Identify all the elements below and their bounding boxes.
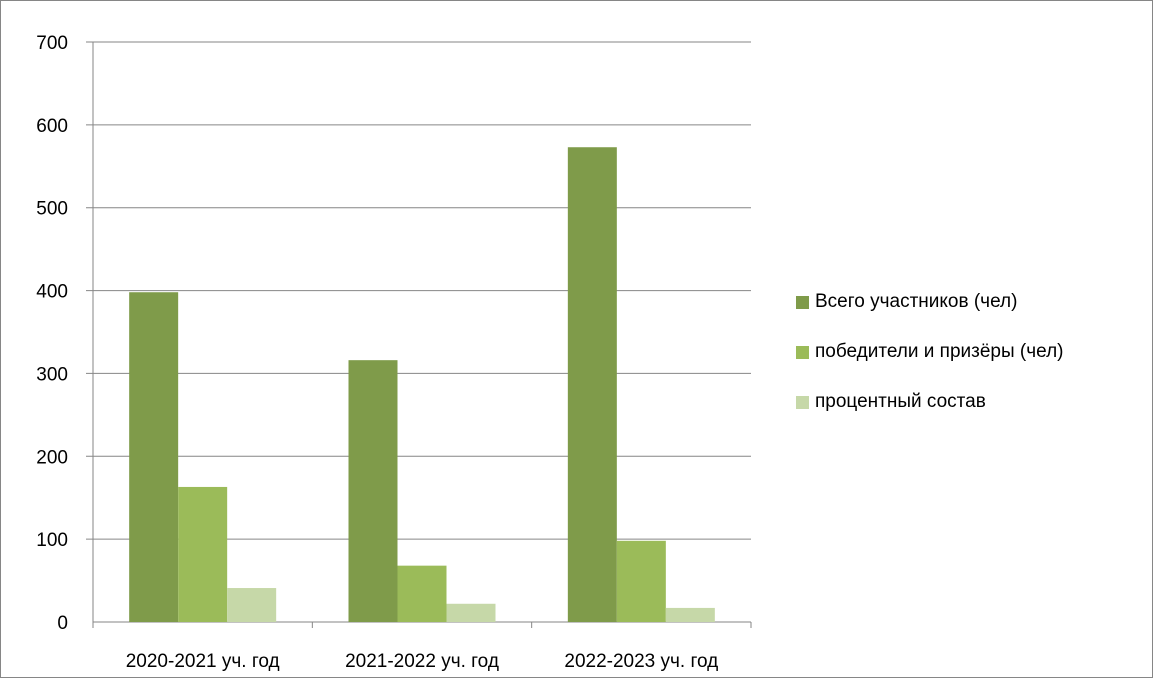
legend-label: Всего участников (чел) [815,291,1018,312]
y-tick-label: 100 [36,530,68,551]
y-tick-label: 300 [36,364,68,385]
legend-label: процентный состав [815,391,986,412]
y-tick-label: 0 [57,613,68,634]
bar [665,607,715,622]
legend-swatch [796,395,809,409]
legend-item: победители и призёры (чел) [796,336,1064,368]
bar [616,540,666,622]
legend-swatch [796,295,809,309]
bar [348,360,398,622]
y-tick-label: 400 [36,282,68,303]
x-tick-label: 2020-2021 уч. год [126,651,280,672]
bar [446,603,496,622]
legend: Всего участников (чел) победители и призё… [796,286,1064,436]
bar [397,565,447,622]
legend-item: процентный состав [796,386,1064,418]
bar [567,147,617,622]
bar [178,486,228,622]
y-tick-label: 500 [36,199,68,220]
bar [227,588,277,622]
x-tick-label: 2022-2023 уч. год [564,651,718,672]
y-tick-label: 600 [36,116,68,137]
x-tick-label: 2021-2022 уч. год [345,651,499,672]
legend-item: Всего участников (чел) [796,286,1064,318]
bar [129,292,179,622]
y-tick-label: 700 [36,33,68,54]
legend-swatch [796,345,809,359]
legend-label: победители и призёры (чел) [815,341,1064,362]
y-tick-label: 200 [36,447,68,468]
